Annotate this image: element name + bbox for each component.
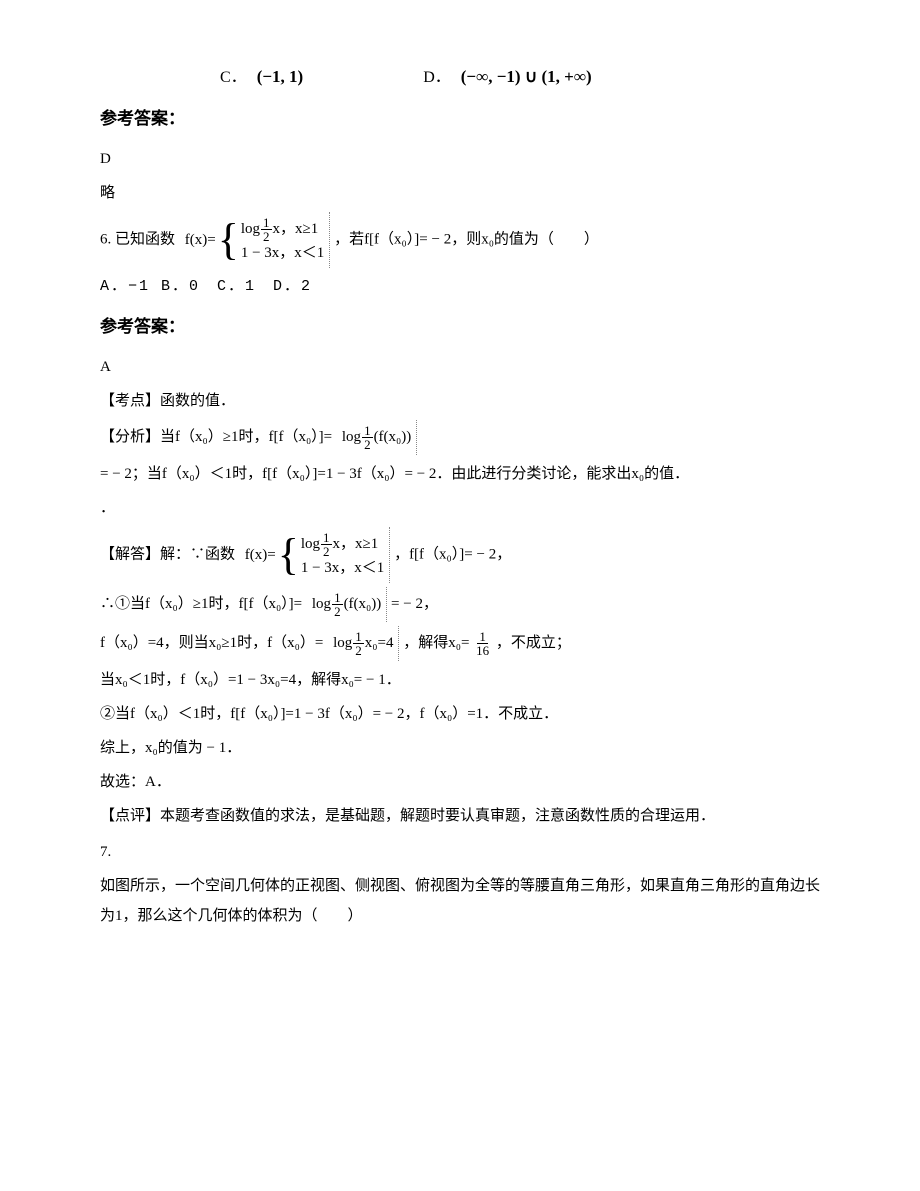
piece-1b: log12x，x≥1 [301,531,384,558]
brace-icon-2: { [278,533,299,577]
fx4-line: f（x₀）=4，则当x₀≥1时，f（x₀）= log12x₀=4 ，解得x₀= … [100,626,820,661]
piece-1: log12x，x≥1 [241,216,324,243]
answer-heading-1: 参考答案： [100,102,820,136]
jieda-prefix: 【解答】解：∵函数 [100,546,235,562]
option-c-expr: (−1, 1) [257,67,304,86]
option-d-label: D． [423,69,451,86]
fx4-mid: ，解得x₀= [403,635,469,651]
dot: ． [100,493,820,523]
piece-2: 1 − 3x，x＜1 [241,243,324,264]
piece-2b: 1 − 3x，x＜1 [301,558,384,579]
q7-text: 如图所示，一个空间几何体的正视图、侧视图、俯视图为全等的等腰直角三角形，如果直角… [100,871,820,931]
fx-label: f(x)= [185,231,216,249]
q7-num: 7. [100,837,820,867]
fx4-prefix: f（x₀）=4，则当x₀≥1时，f（x₀）= [100,635,323,651]
q6-options: A．−1 B．0 C．1 D．2 [100,272,820,302]
zongshang: 综上，x₀的值为 − 1． [100,733,820,763]
option-d: D． (−∞, −1) ∪ (1, +∞) [423,60,591,94]
jieda-tail: ，f[f（x₀）]= − 2， [394,546,511,562]
one-sixteen: 1 16 [474,630,491,657]
brace-icon: { [218,218,239,262]
fenxi-prefix: 【分析】当f（x₀）≥1时，f[f（x₀）]= [100,429,332,445]
case2: ②当f（x₀）＜1时，f[f（x₀）]=1 − 3f（x₀）= − 2，f（x₀… [100,699,820,729]
q6-tail: ，若f[f（x₀）]= − 2，则x₀的值为（ ） [334,231,599,247]
jieda-piecewise-box: f(x)= { log12x，x≥1 1 − 3x，x＜1 [239,527,391,583]
case1-tail: = − 2， [391,596,438,612]
option-d-expr: (−∞, −1) ∪ (1, +∞) [461,67,592,86]
q6-prefix: 6. 已知函数 [100,231,175,247]
answer-5: D [100,144,820,174]
case1-prefix: ∴①当f（x₀）≥1时，f[f（x₀）]= [100,596,302,612]
lue-text: 略 [100,178,820,208]
jieda-line1: 【解答】解：∵函数 f(x)= { log12x，x≥1 1 − 3x，x＜1 … [100,527,820,583]
fenxi-line1: 【分析】当f（x₀）≥1时，f[f（x₀）]= log12(f(x₀)) [100,420,820,455]
guxuan: 故选：A． [100,767,820,797]
case1-line: ∴①当f（x₀）≥1时，f[f（x₀）]= log12(f(x₀)) = − 2… [100,587,820,622]
options-row: C． (−1, 1) D． (−∞, −1) ∪ (1, +∞) [220,60,820,94]
fenxi-line2: = − 2；当f（x₀）＜1时，f[f（x₀）]=1 − 3f（x₀）= − 2… [100,459,820,489]
answer-6: A [100,352,820,382]
q6-stem: 6. 已知函数 f(x)= { log12x，x≥1 1 − 3x，x＜1 ，若… [100,212,820,268]
log-x0-4-box: log12x₀=4 [327,626,399,661]
option-c: C． (−1, 1) [220,60,303,94]
case1b: 当x₀＜1时，f（x₀）=1 − 3x₀=4，解得x₀= − 1． [100,665,820,695]
log-fx0-box-2: log12(f(x₀)) [306,587,387,622]
fx-label-2: f(x)= [245,546,276,564]
option-c-label: C． [220,69,247,86]
log-fx0-box: log12(f(x₀)) [336,420,417,455]
kaodian: 【考点】函数的值． [100,386,820,416]
fx4-tail: ，不成立； [496,635,571,651]
dianping: 【点评】本题考查函数值的求法，是基础题，解题时要认真审题，注意函数性质的合理运用… [100,801,820,831]
answer-heading-2: 参考答案： [100,310,820,344]
q6-piecewise-box: f(x)= { log12x，x≥1 1 − 3x，x＜1 [179,212,331,268]
